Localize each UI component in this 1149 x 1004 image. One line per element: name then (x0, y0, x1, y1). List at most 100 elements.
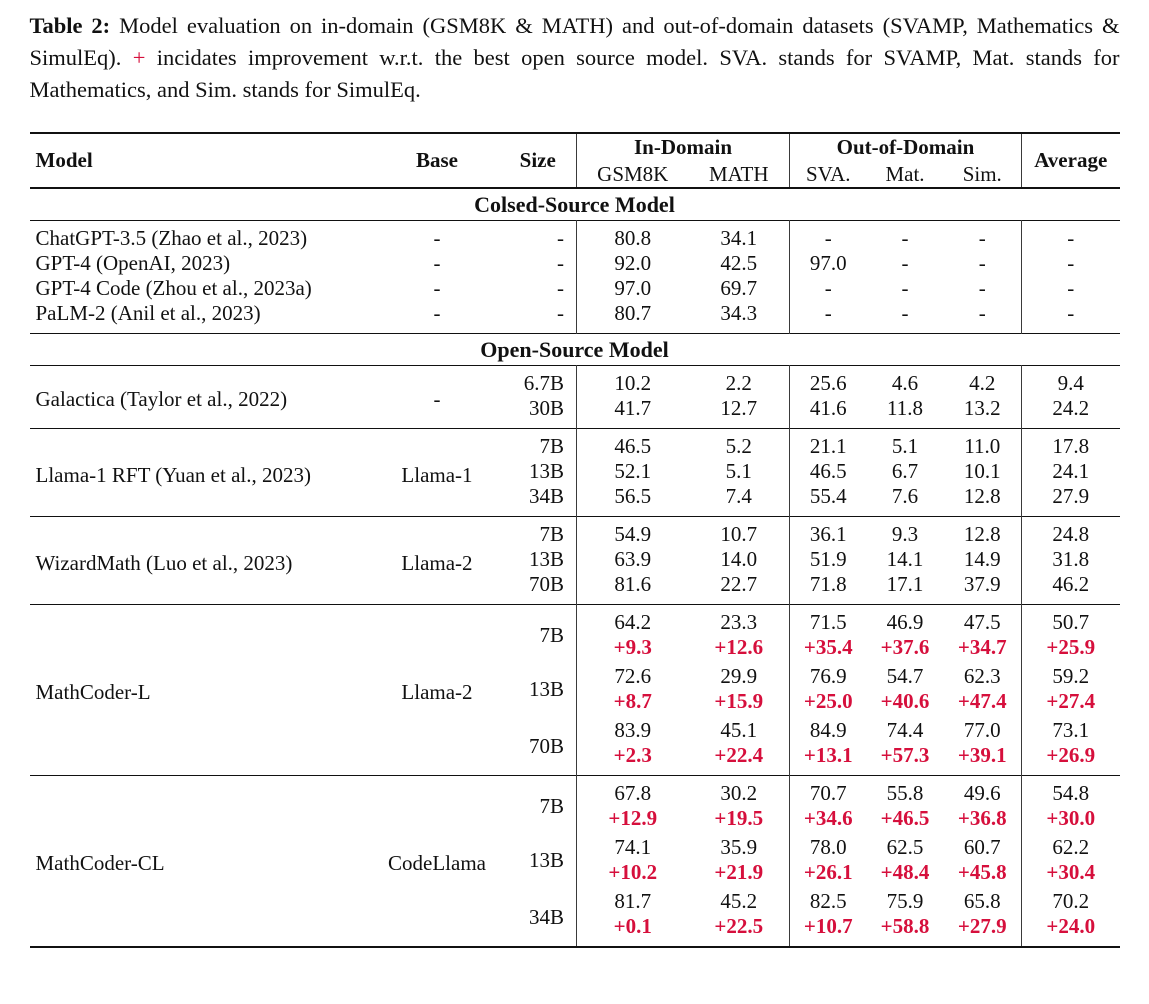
model-group: WizardMath (Luo et al., 2023) Llama-2 7B 54… (29, 516, 1120, 605)
size-cell: - (557, 301, 564, 325)
value-cell: 17.1 (886, 572, 924, 596)
value-cell: 54.8 (1021, 775, 1120, 806)
value-cell: 34.1 (720, 226, 758, 250)
value-cell: 72.6 (576, 660, 689, 689)
col-header-base: Base (416, 148, 458, 172)
base-cell: Llama-2 (401, 550, 473, 575)
improvement-cell: +10.7 (789, 914, 867, 947)
value-cell: 24.8 (1021, 516, 1120, 547)
value-cell: 9.4 (1021, 365, 1120, 396)
value-cell: 65.8 (963, 889, 1001, 913)
base-cell: - (433, 251, 441, 275)
value-cell: 54.9 (576, 516, 689, 547)
value-cell: 34.3 (720, 301, 758, 325)
table-header: Model Base Size In-Domain Out-of-Domain … (29, 133, 1120, 188)
caption-text-after: incidates improvement w.r.t. the best op… (29, 45, 1120, 102)
base-cell: Llama-2 (401, 680, 473, 704)
value-cell: 11.8 (887, 396, 923, 420)
table-caption: Table 2: Model evaluation on in-domain (… (30, 10, 1120, 106)
improvement-row: +9.3 +12.6 +35.4 +37.6 +34.7 +25.9 (30, 635, 1120, 660)
value-cell: 5.1 (891, 434, 919, 458)
model-name-cell: GPT-4 Code (Zhou et al., 2023a) (35, 276, 312, 300)
value-cell: 67.8 (576, 775, 689, 806)
value-cell: 45.1 (720, 718, 758, 742)
size-cell: 13B (528, 459, 564, 483)
value-cell: - (789, 301, 867, 334)
table-row: 30B 41.7 12.7 41.6 11.8 13.2 24.2 (30, 396, 1120, 429)
value-cell: 81.7 (576, 885, 689, 914)
value-cell: - (901, 251, 909, 275)
improvement-cell: +40.6 (880, 689, 930, 713)
model-name-cell: MathCoder-L (35, 680, 151, 704)
value-cell: - (789, 276, 867, 301)
value-cell: - (1021, 220, 1120, 251)
improvement-cell: +15.9 (714, 689, 764, 713)
improvement-cell: +57.3 (880, 743, 930, 767)
table-row: PaLM-2 (Anil et al., 2023) - -80.7 34.3- - - - (30, 301, 1120, 334)
table-row: 34B 81.7 45.2 82.5 75.9 65.8 70.2 (30, 885, 1120, 929)
caption-plus-sign: + (132, 45, 146, 70)
size-cell: 7B (539, 622, 564, 647)
value-cell: 74.4 (886, 718, 924, 742)
improvement-cell: +22.4 (714, 743, 764, 767)
improvement-cell: +25.9 (1021, 635, 1120, 660)
improvement-cell: +9.3 (576, 635, 689, 660)
improvement-cell: +26.9 (1021, 743, 1120, 776)
value-cell: 41.7 (576, 396, 689, 429)
value-cell: 10.2 (576, 365, 689, 396)
improvement-cell: +25.0 (789, 689, 867, 714)
size-cell: 13B (528, 676, 564, 701)
value-cell: 81.6 (576, 572, 689, 605)
value-cell: - (901, 226, 909, 250)
size-cell: 34B (528, 905, 564, 929)
size-cell: 7B (539, 522, 564, 546)
value-cell: 51.9 (789, 547, 867, 572)
results-table: Model Base Size In-Domain Out-of-Domain … (29, 132, 1120, 948)
value-cell: 63.9 (576, 547, 689, 572)
size-cell: 13B (528, 547, 564, 571)
improvement-cell: +30.4 (1021, 860, 1120, 885)
table-row: WizardMath (Luo et al., 2023) Llama-2 7B 54… (30, 516, 1120, 575)
table-row: MathCoder-CL CodeLlama 7B 67.8 30.2 70.7 55.8 4… (30, 775, 1120, 875)
improvement-row: +10.2 +21.9 +26.1 +48.4 +45.8 +30.4 (30, 860, 1120, 885)
value-cell: - (1021, 301, 1120, 334)
size-cell: 70B (528, 572, 564, 596)
table-row: MathCoder-L Llama-2 7B 64.2 23.3 71.5 46.9 47.5… (30, 604, 1120, 704)
improvement-cell: +2.3 (576, 743, 689, 776)
table-row: Llama-1 RFT (Yuan et al., 2023) Llama-1 7B… (30, 428, 1120, 487)
table-row: 34B 56.5 7.4 55.4 7.6 12.8 27.9 (30, 484, 1120, 517)
caption-text-before: Model evaluation on in-domain (GSM8K & M… (29, 13, 1120, 70)
value-cell: 6.7 (891, 459, 919, 483)
table-row: Colsed-Source Model (30, 188, 1120, 221)
improvement-cell: +27.4 (1021, 689, 1120, 714)
value-cell: 80.8 (576, 220, 689, 251)
size-cell: 30B (528, 396, 564, 420)
value-cell: 14.9 (963, 547, 1001, 571)
improvement-cell: +39.1 (957, 743, 1007, 767)
value-cell: 46.5 (789, 459, 867, 484)
improvement-cell: +58.8 (880, 914, 930, 938)
value-cell: 14.1 (886, 547, 924, 571)
model-group: MathCoder-L Llama-2 7B 64.2 23.3 71.5 46.9 47.5… (29, 604, 1120, 776)
header-row-sub: GSM8K MATH SVA. Mat. Sim. (30, 161, 1120, 188)
table-row: 13B 63.9 14.0 51.9 14.1 14.9 31.8 (30, 547, 1120, 572)
improvement-cell: +27.9 (957, 914, 1007, 938)
improvement-row: +8.7 +15.9 +25.0 +40.6 +47.4 +27.4 (30, 689, 1120, 714)
value-cell: 46.2 (1021, 572, 1120, 605)
value-cell: 12.7 (720, 396, 758, 420)
model-name-cell: WizardMath (Luo et al., 2023) (35, 550, 293, 575)
size-cell: 70B (528, 734, 564, 758)
value-cell: 84.9 (789, 714, 867, 743)
value-cell: 92.0 (576, 251, 689, 276)
value-cell: 69.7 (720, 276, 758, 300)
model-group: ChatGPT-3.5 (Zhao et al., 2023) - -80.8 34.… (29, 220, 1120, 334)
base-cell: Llama-1 (401, 462, 473, 487)
improvement-cell: +8.7 (576, 689, 689, 714)
model-name-cell: ChatGPT-3.5 (Zhao et al., 2023) (35, 226, 308, 250)
value-cell: 27.9 (1021, 484, 1120, 517)
value-cell: 14.0 (720, 547, 758, 571)
value-cell: 83.9 (576, 714, 689, 743)
paper-page: Table 2: Model evaluation on in-domain (… (29, 0, 1120, 948)
col-header-average: Average (1021, 133, 1120, 188)
value-cell: 4.2 (969, 371, 996, 395)
